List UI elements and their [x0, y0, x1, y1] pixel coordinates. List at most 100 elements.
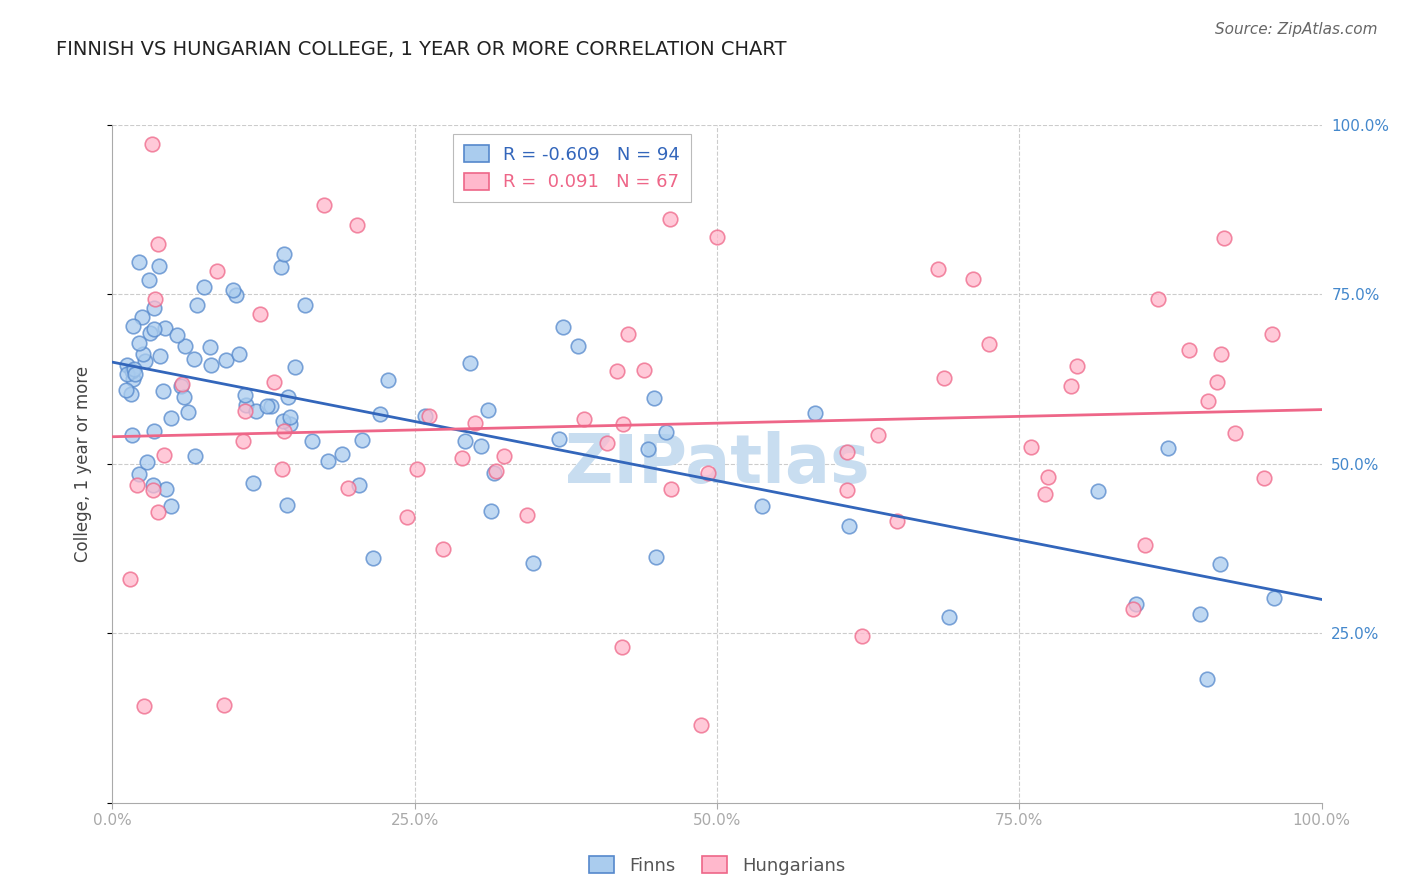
Point — [567, 339, 589, 353]
Point — [273, 424, 295, 438]
Point — [1253, 471, 1275, 485]
Point — [690, 717, 713, 731]
Point — [418, 409, 440, 423]
Point — [142, 322, 165, 336]
Point — [1019, 440, 1042, 454]
Point — [484, 466, 506, 480]
Point — [962, 272, 984, 286]
Point — [1038, 470, 1060, 484]
Point — [837, 445, 859, 459]
Point — [270, 260, 292, 274]
Point — [152, 384, 174, 398]
Point — [868, 428, 890, 442]
Point — [1263, 591, 1285, 605]
Point — [1206, 375, 1229, 389]
Point — [294, 298, 316, 312]
Point — [977, 337, 1000, 351]
Point — [479, 503, 502, 517]
Point — [128, 467, 150, 482]
Point — [1087, 483, 1109, 498]
Point — [350, 434, 373, 448]
Point — [153, 320, 176, 334]
Y-axis label: College, 1 year or more: College, 1 year or more — [73, 366, 91, 562]
Point — [256, 399, 278, 413]
Point — [1197, 393, 1219, 408]
Point — [1125, 598, 1147, 612]
Point — [1178, 343, 1201, 357]
Point — [938, 609, 960, 624]
Point — [1033, 487, 1056, 501]
Point — [551, 319, 574, 334]
Point — [233, 403, 256, 417]
Point — [572, 412, 595, 426]
Point — [368, 407, 391, 421]
Point — [643, 392, 665, 406]
Point — [751, 499, 773, 513]
Point — [173, 390, 195, 404]
Point — [361, 551, 384, 566]
Point — [838, 518, 860, 533]
Point — [547, 433, 569, 447]
Point — [316, 454, 339, 468]
Point — [301, 434, 323, 449]
Legend: Finns, Hungarians: Finns, Hungarians — [582, 848, 852, 882]
Point — [1133, 538, 1156, 552]
Point — [1212, 231, 1234, 245]
Point — [485, 464, 508, 478]
Point — [170, 378, 193, 392]
Point — [278, 409, 301, 424]
Point — [159, 500, 181, 514]
Point — [120, 387, 142, 401]
Point — [153, 448, 176, 462]
Point — [596, 435, 619, 450]
Point — [121, 428, 143, 442]
Point — [454, 434, 477, 449]
Point — [122, 372, 145, 386]
Point — [186, 297, 208, 311]
Point — [146, 237, 169, 252]
Point — [205, 264, 228, 278]
Point — [142, 424, 165, 438]
Point — [1066, 359, 1088, 373]
Point — [270, 461, 292, 475]
Point — [235, 398, 257, 412]
Point — [120, 572, 142, 586]
Point — [183, 351, 205, 366]
Point — [121, 364, 143, 378]
Point — [377, 374, 399, 388]
Point — [277, 390, 299, 404]
Point — [214, 698, 236, 712]
Point — [464, 416, 486, 430]
Point — [131, 347, 153, 361]
Point — [276, 499, 298, 513]
Point — [141, 137, 163, 152]
Point — [115, 367, 138, 381]
Point — [395, 509, 418, 524]
Point — [1209, 347, 1232, 361]
Point — [851, 630, 873, 644]
Point — [155, 482, 177, 496]
Point — [132, 698, 155, 713]
Point — [143, 301, 166, 315]
Point — [1197, 672, 1219, 686]
Point — [654, 425, 676, 440]
Point — [659, 211, 682, 226]
Point — [633, 363, 655, 377]
Point — [494, 449, 516, 463]
Point — [697, 467, 720, 481]
Point — [134, 354, 156, 368]
Point — [637, 442, 659, 456]
Point — [1157, 441, 1180, 455]
Point — [432, 541, 454, 556]
Point — [1209, 557, 1232, 571]
Point — [232, 434, 254, 448]
Point — [200, 359, 222, 373]
Point — [346, 218, 368, 232]
Point — [263, 375, 285, 389]
Point — [886, 514, 908, 528]
Point — [616, 326, 638, 341]
Point — [312, 198, 335, 212]
Point — [117, 359, 139, 373]
Point — [260, 399, 283, 413]
Text: Source: ZipAtlas.com: Source: ZipAtlas.com — [1215, 22, 1378, 37]
